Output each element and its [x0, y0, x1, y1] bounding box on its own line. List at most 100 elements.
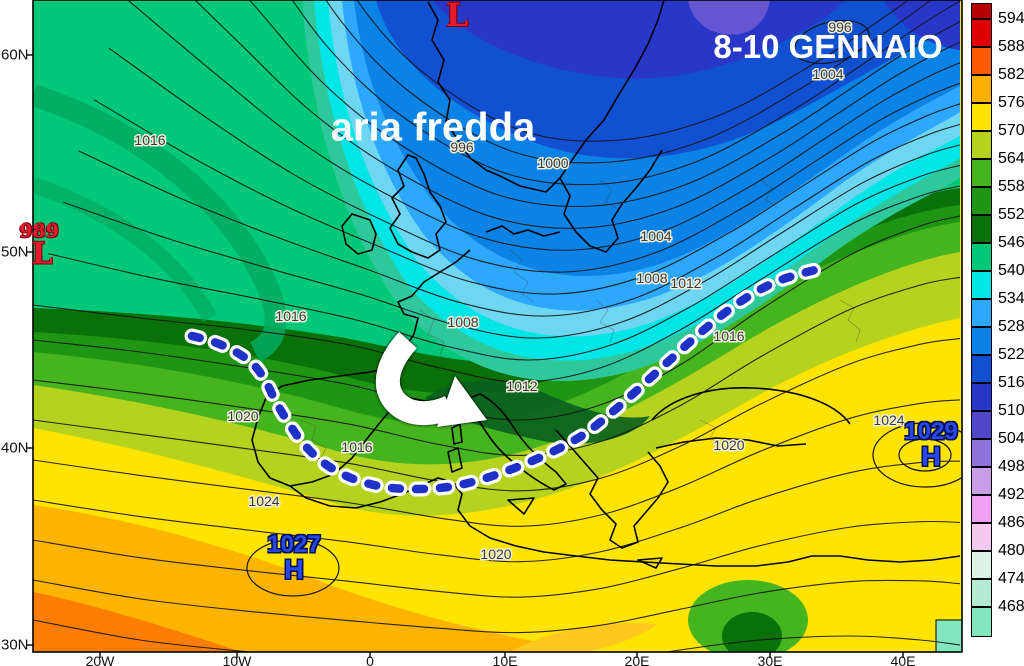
lon-label: 10E — [492, 653, 518, 666]
isobar — [33, 579, 961, 634]
legend-value: 558 — [998, 178, 1024, 195]
lat-label: 30N — [1, 636, 29, 654]
coastlines — [251, 0, 961, 569]
legend-value: 594 — [998, 10, 1024, 27]
legend-cell — [971, 579, 992, 607]
isobar — [78, 123, 961, 317]
legend-value: 492 — [998, 486, 1024, 503]
legend-value: 510 — [998, 402, 1024, 419]
legend-cell — [971, 439, 992, 467]
lon-label: 0 — [366, 653, 374, 666]
legend-cell — [971, 551, 992, 579]
map-border — [32, 0, 963, 653]
legend-value: 582 — [998, 66, 1024, 83]
isobar — [33, 460, 961, 563]
contour-label: 1004 — [640, 228, 671, 244]
contour-label: 1008 — [447, 314, 478, 330]
legend-value: 576 — [998, 94, 1024, 111]
legend-value: 522 — [998, 346, 1024, 363]
legend-cell — [971, 271, 992, 299]
isobar — [33, 399, 961, 527]
isobar — [33, 185, 961, 383]
contour-label: 996 — [450, 139, 474, 155]
isobar — [48, 164, 961, 361]
legend-cell — [971, 103, 992, 131]
legend-value: 540 — [998, 262, 1024, 279]
closed-contours — [246, 19, 962, 597]
legend-cell — [971, 131, 992, 159]
legend-cell — [971, 355, 992, 383]
front-line — [184, 262, 823, 497]
lat-label: 50N — [1, 243, 29, 261]
legend-value: 516 — [998, 374, 1024, 391]
legend-value: 468 — [998, 598, 1024, 615]
legend-value: 552 — [998, 206, 1024, 223]
contour-label: 1024 — [873, 412, 904, 428]
contour-label: 1016 — [275, 308, 306, 324]
lon-label: 30E — [757, 653, 783, 666]
contour-label: 1012 — [670, 275, 701, 291]
legend-cell — [971, 47, 992, 75]
legend-value: 474 — [998, 570, 1024, 587]
contour-label: 1024 — [248, 493, 279, 509]
contour-label: 1016 — [713, 328, 744, 344]
lat-label: 60N — [1, 46, 29, 64]
lat-label: 40N — [1, 439, 29, 457]
legend-value: 480 — [998, 542, 1024, 559]
legend-value: 534 — [998, 290, 1024, 307]
legend-value: 564 — [998, 150, 1024, 167]
lon-label: 40E — [890, 653, 916, 666]
legend-cell — [971, 243, 992, 271]
contour-label: 1016 — [341, 439, 372, 455]
contour-label: 1008 — [636, 270, 667, 286]
legend-value: 504 — [998, 430, 1024, 447]
legend-cell — [971, 411, 992, 439]
isobar — [291, 0, 961, 186]
legend-cell — [971, 523, 992, 551]
legend-cell — [971, 467, 992, 495]
legend-cell — [971, 159, 992, 187]
legend-cell — [971, 383, 992, 411]
axis-ticks — [27, 54, 904, 658]
contour-label: 1020 — [713, 437, 744, 453]
legend-cell — [971, 19, 992, 47]
legend-value: 546 — [998, 234, 1024, 251]
legend-cell — [971, 187, 992, 215]
contour-label: 1000 — [537, 155, 568, 171]
contour-label: 1004 — [812, 66, 843, 82]
contour-label: 1020 — [480, 546, 511, 562]
legend-value: 486 — [998, 514, 1024, 531]
legend-value: 498 — [998, 458, 1024, 475]
isobar — [93, 99, 961, 295]
legend-cell — [971, 3, 992, 19]
lon-label: 20W — [85, 653, 115, 666]
legend-value: 588 — [998, 38, 1024, 55]
isobar — [127, 0, 961, 251]
contour-label: 1012 — [506, 378, 537, 394]
contour-lines — [33, 0, 961, 652]
legend-cell — [971, 607, 992, 637]
legend-cell — [971, 495, 992, 523]
legend-value: 570 — [998, 122, 1024, 139]
isobar — [325, 0, 933, 164]
isobar — [33, 338, 961, 492]
isobar — [248, 0, 961, 208]
legend-cell — [971, 215, 992, 243]
isobar — [194, 0, 961, 229]
contour-label: 1016 — [134, 132, 165, 148]
legend-cell — [971, 75, 992, 103]
legend-value: 528 — [998, 318, 1024, 335]
lon-label: 10W — [222, 653, 252, 666]
isobar — [356, 0, 910, 142]
flow-arrow-icon — [375, 331, 487, 427]
isobar — [33, 520, 961, 598]
contour-label: 1020 — [227, 408, 258, 424]
isobar — [33, 619, 961, 652]
isobar — [33, 215, 961, 421]
legend-cell — [971, 327, 992, 355]
legend-cell — [971, 299, 992, 327]
lon-label: 20E — [624, 653, 650, 666]
